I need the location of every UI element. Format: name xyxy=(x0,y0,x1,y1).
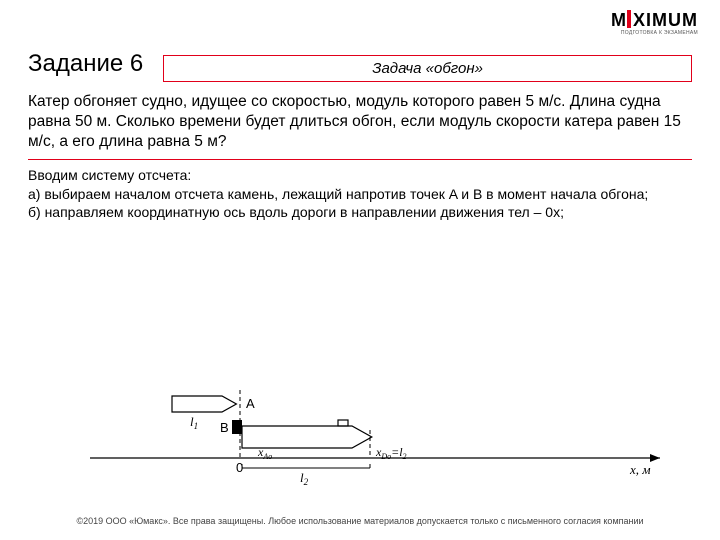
svg-text:xAo: xAo xyxy=(257,445,272,461)
svg-text:x, м: x, м xyxy=(629,462,651,477)
problem-statement: Катер обгоняет судно, идущее со скорость… xyxy=(28,92,692,151)
solution-line: б) направляем координатную ось вдоль дор… xyxy=(28,203,692,221)
heading-row: Задание 6 Задача «обгон» xyxy=(28,50,692,82)
task-subtitle: Задача «обгон» xyxy=(163,55,692,82)
logo-accent-bar xyxy=(627,10,631,28)
brand-tagline: ПОДГОТОВКА К ЭКЗАМЕНАМ xyxy=(621,30,698,36)
solution-text: Вводим систему отсчета: а) выбираем нача… xyxy=(28,166,692,221)
solution-line: Вводим систему отсчета: xyxy=(28,166,692,184)
svg-text:l1: l1 xyxy=(190,414,198,431)
overtaking-diagram: x, м0ABl1xAoxDo=l2l2 xyxy=(0,370,720,500)
svg-text:A: A xyxy=(246,396,255,411)
svg-text:l2: l2 xyxy=(300,470,309,487)
svg-text:xDo=l2: xDo=l2 xyxy=(375,445,407,461)
brand-logo: MXIMUM xyxy=(611,10,698,31)
svg-text:B: B xyxy=(220,420,229,435)
copyright-footer: ©2019 ООО «Юмакс». Все права защищены. Л… xyxy=(0,516,720,526)
solution-line: а) выбираем началом отсчета камень, лежа… xyxy=(28,185,692,203)
task-title: Задание 6 xyxy=(28,50,143,82)
section-divider xyxy=(28,159,692,160)
